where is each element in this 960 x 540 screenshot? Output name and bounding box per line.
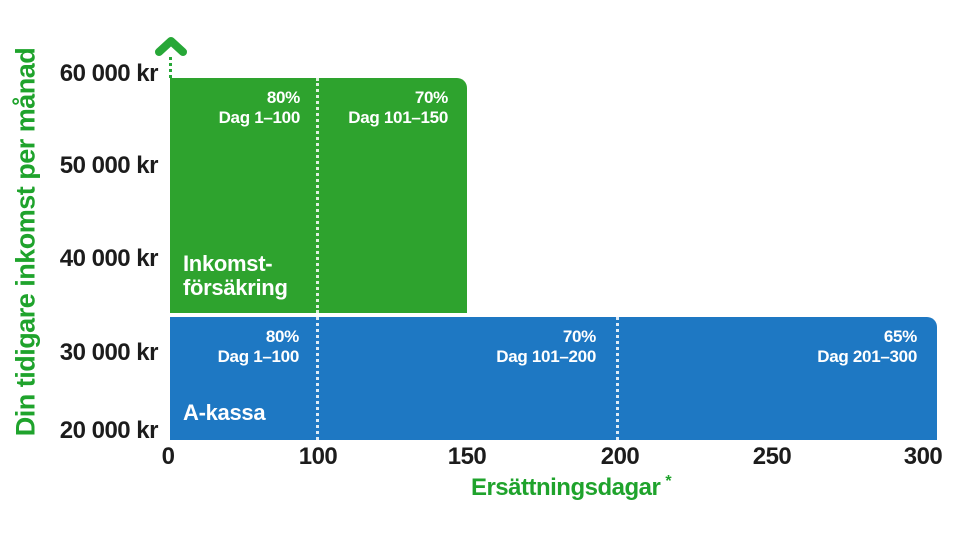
x-tick-100: 100 — [298, 443, 338, 470]
segment-percent: 80% — [266, 88, 300, 107]
segment-divider-day100 — [316, 317, 319, 440]
green-segment-label-1: 80% Dag 1–100 — [218, 88, 301, 128]
x-tick-200: 200 — [600, 443, 640, 470]
series-name-line1: Inkomst- — [183, 251, 273, 276]
y-axis-dotted-line — [169, 57, 172, 78]
segment-percent: 80% — [265, 327, 299, 346]
y-tick-20000: 20 000 kr — [59, 417, 159, 444]
x-axis-title: Ersättningsdagar * — [421, 473, 721, 502]
green-segment-label-2: 70% Dag 101–150 — [348, 88, 448, 128]
series-name-akassa: A-kassa — [183, 400, 266, 425]
y-axis-title: Din tidigare inkomst per månad — [10, 47, 41, 437]
x-tick-150: 150 — [447, 443, 487, 470]
series-name-line2: försäkring — [183, 275, 288, 300]
y-tick-40000: 40 000 kr — [59, 245, 159, 272]
segment-divider-day200 — [616, 317, 619, 440]
blue-segment-label-2: 70% Dag 101–200 — [496, 327, 596, 367]
y-tick-30000: 30 000 kr — [59, 339, 159, 366]
segment-days: Dag 101–150 — [348, 108, 448, 127]
segment-percent: 70% — [562, 327, 596, 346]
x-axis-title-text: Ersättningsdagar — [470, 474, 661, 501]
x-tick-300: 300 — [903, 443, 943, 470]
blue-segment-label-1: 80% Dag 1–100 — [217, 327, 300, 367]
segment-percent: 70% — [414, 88, 448, 107]
segment-days: Dag 1–100 — [218, 108, 301, 127]
segment-days: Dag 1–100 — [217, 347, 300, 366]
series-name-inkomstforsakring: Inkomst- försäkring — [183, 252, 288, 300]
inkomstforsakring-bar: 80% Dag 1–100 70% Dag 101–150 Inkomst- f… — [170, 78, 467, 313]
blue-segment-label-3: 65% Dag 201–300 — [817, 327, 917, 367]
segment-percent: 65% — [883, 327, 917, 346]
y-tick-60000: 60 000 kr — [59, 60, 159, 87]
footnote-asterisk: * — [665, 473, 672, 490]
akassa-bar: 80% Dag 1–100 70% Dag 101–200 65% Dag 20… — [170, 317, 937, 440]
segment-divider-day100 — [316, 78, 319, 313]
x-tick-250: 250 — [752, 443, 792, 470]
arrow-up-icon — [155, 37, 187, 56]
segment-days: Dag 101–200 — [496, 347, 596, 366]
x-tick-0: 0 — [161, 443, 175, 470]
y-tick-50000: 50 000 kr — [59, 152, 159, 179]
segment-days: Dag 201–300 — [817, 347, 917, 366]
